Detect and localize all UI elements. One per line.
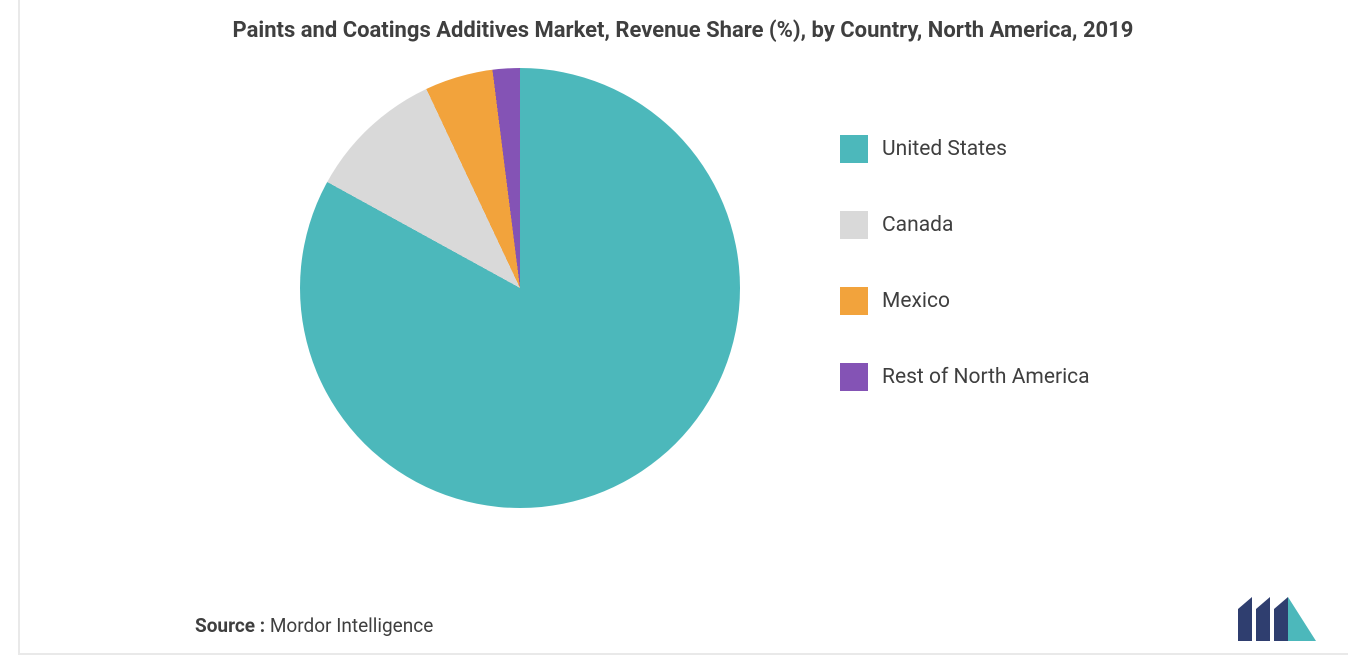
source-text: Mordor Intelligence: [270, 614, 433, 637]
pie-graphic: [300, 68, 740, 508]
chart-title: Paints and Coatings Additives Market, Re…: [0, 18, 1366, 43]
legend-swatch: [840, 211, 868, 239]
pie-chart: [300, 68, 740, 508]
legend-item: Rest of North America: [840, 363, 1090, 391]
legend: United States Canada Mexico Rest of North A…: [840, 135, 1090, 391]
legend-swatch: [840, 287, 868, 315]
source-attribution: Source : Mordor Intelligence: [195, 614, 433, 637]
logo-bars: [1238, 597, 1288, 641]
brand-logo: [1238, 597, 1316, 641]
legend-swatch: [840, 135, 868, 163]
legend-item: Canada: [840, 211, 1090, 239]
legend-label: Rest of North America: [882, 365, 1090, 389]
legend-label: Canada: [882, 213, 953, 237]
legend-item: Mexico: [840, 287, 1090, 315]
legend-label: Mexico: [882, 289, 950, 313]
legend-label: United States: [882, 137, 1007, 161]
legend-item: United States: [840, 135, 1090, 163]
logo-accent: [1288, 597, 1316, 641]
source-prefix: Source :: [195, 614, 265, 637]
legend-swatch: [840, 363, 868, 391]
